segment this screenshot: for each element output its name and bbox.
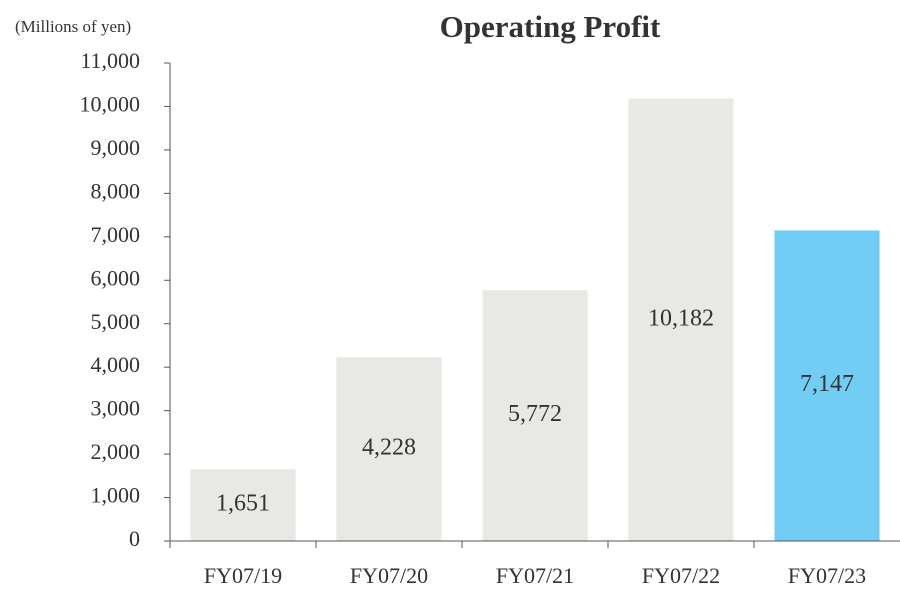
y-tick-label: 8,000 (91, 178, 141, 203)
y-tick-label: 1,000 (91, 483, 141, 508)
data-label: 4,228 (362, 435, 416, 461)
y-tick-label: 3,000 (91, 396, 141, 421)
y-tick-label: 7,000 (91, 222, 141, 247)
y-tick-label: 4,000 (91, 352, 141, 377)
x-tick-label: FY07/22 (642, 563, 720, 588)
x-tick-label: FY07/19 (204, 563, 282, 588)
bar (336, 357, 442, 541)
y-tick-label: 6,000 (91, 265, 141, 290)
y-tick-label: 9,000 (91, 135, 141, 160)
x-tick-label: FY07/20 (350, 563, 428, 588)
data-label: 1,651 (216, 491, 270, 517)
y-tick-label: 5,000 (91, 309, 141, 334)
data-label: 5,772 (508, 401, 562, 427)
y-axis-label: (Millions of yen) (15, 17, 131, 36)
bar (482, 290, 588, 541)
data-label: 10,182 (648, 305, 714, 331)
y-tick-label: 2,000 (91, 439, 141, 464)
y-tick-label: 11,000 (80, 48, 140, 73)
bar (190, 469, 296, 541)
y-tick-label: 10,000 (80, 92, 141, 117)
x-tick-label: FY07/21 (496, 563, 574, 588)
data-label: 7,147 (800, 371, 854, 397)
y-tick-label: 0 (129, 526, 140, 551)
bar (628, 98, 734, 542)
bar (774, 230, 880, 541)
chart-title: Operating Profit (440, 9, 661, 44)
x-tick-label: FY07/23 (788, 563, 866, 588)
